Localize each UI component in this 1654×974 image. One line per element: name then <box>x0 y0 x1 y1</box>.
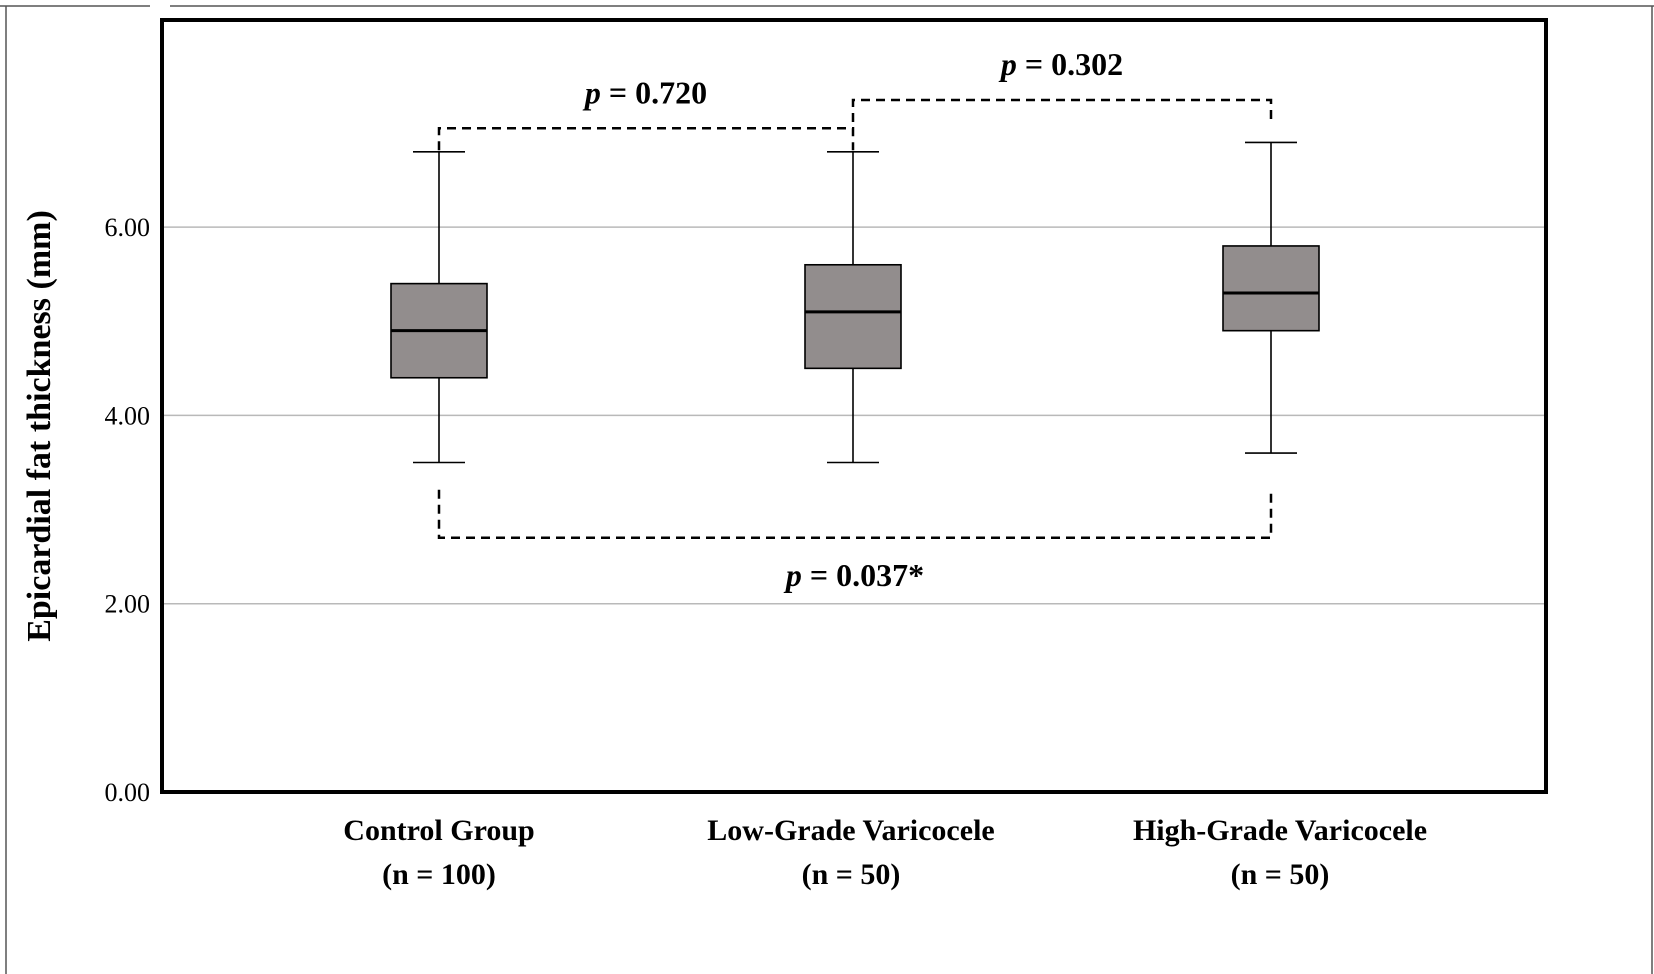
bracket-line <box>851 98 1273 123</box>
p-value-label: p = 0.302 <box>998 46 1123 82</box>
y-axis-label: Epicardial fat thickness (mm) <box>21 210 58 642</box>
box-1 <box>804 151 902 464</box>
p-symbol: p <box>582 74 601 110</box>
p-value-text: = 0.037* <box>802 557 924 593</box>
box-iqr <box>804 263 902 370</box>
p-value-text: = 0.302 <box>1017 46 1123 82</box>
y-tick-label: 2.00 <box>105 590 151 619</box>
comparison-1: p = 0.302 <box>851 46 1273 123</box>
category-label: High-Grade Varicocele <box>1133 814 1427 847</box>
category-label: Control Group <box>343 814 534 847</box>
p-value-text: = 0.720 <box>601 74 707 110</box>
bracket-line <box>437 489 1273 540</box>
plot-frame <box>160 18 1548 794</box>
gridlines <box>162 226 1546 605</box>
category-label: Low-Grade Varicocele <box>707 814 994 847</box>
category-n-label: (n = 50) <box>1231 858 1330 891</box>
y-tick-label: 4.00 <box>105 401 151 430</box>
p-value-label: p = 0.037* <box>783 557 924 593</box>
y-tick-label: 6.00 <box>105 213 151 242</box>
box-0 <box>390 151 488 464</box>
box-iqr <box>1222 245 1320 332</box>
box-2 <box>1222 141 1320 454</box>
boxes <box>390 141 1320 464</box>
category-n-label: (n = 100) <box>382 858 496 891</box>
y-tick-label: 0.00 <box>105 778 151 807</box>
x-axis-labels: Control Group (n = 100) Low-Grade Varicoce… <box>343 814 1427 891</box>
category-n-label: (n = 50) <box>802 858 901 891</box>
p-symbol: p <box>998 46 1017 82</box>
p-value-label: p = 0.720 <box>582 74 707 110</box>
comparison-2: p = 0.037* <box>437 489 1273 593</box>
y-axis-ticks: 0.00 2.00 4.00 6.00 <box>105 213 151 807</box>
comparison-0: p = 0.720 <box>437 74 855 151</box>
bracket-line <box>437 127 855 151</box>
p-symbol: p <box>783 557 802 593</box>
